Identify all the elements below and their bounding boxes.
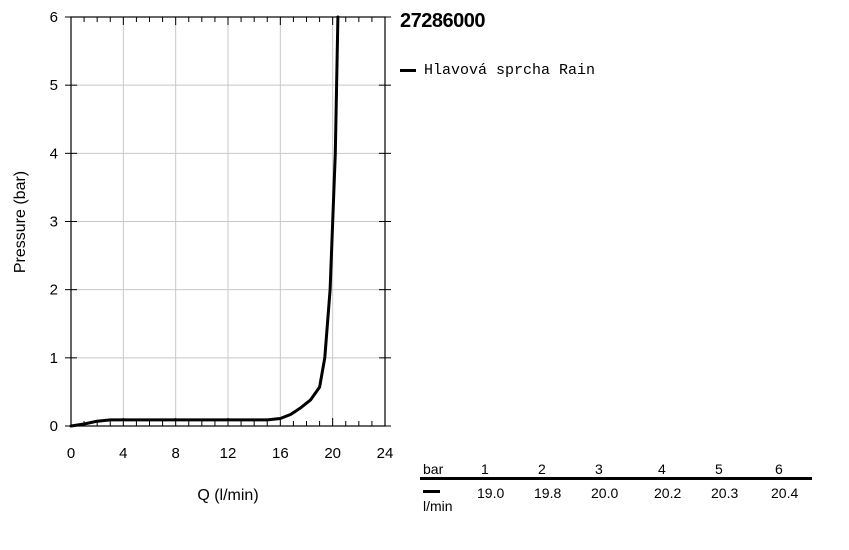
pressure-cell: 3	[595, 461, 603, 477]
x-tick-label: 0	[67, 445, 75, 462]
pressure-cell: 4	[658, 461, 666, 477]
x-tick-label: 20	[324, 445, 341, 462]
flow-unit-label: l/min	[423, 498, 453, 514]
pressure-cell: 2	[538, 461, 546, 477]
y-tick-label: 4	[50, 145, 58, 162]
y-tick-label: 0	[50, 418, 58, 435]
flow-cell: 19.8	[534, 485, 562, 501]
y-axis-title: Pressure (bar)	[12, 171, 29, 273]
pressure-cell: 1	[481, 461, 489, 477]
pressure-unit-label: bar	[423, 461, 444, 477]
y-tick-label: 3	[50, 214, 58, 231]
flow-cell: 20.4	[771, 485, 799, 501]
series-layer	[69, 15, 340, 428]
x-tick-label: 12	[220, 445, 237, 462]
x-tick-label: 8	[171, 445, 179, 462]
table-divider	[420, 477, 812, 480]
flow-cell: 20.3	[711, 485, 739, 501]
flow-cell: 20.0	[591, 485, 619, 501]
legend-label: Hlavová sprcha Rain	[424, 62, 596, 79]
y-tick-label: 6	[50, 9, 58, 26]
pressure-cell: 5	[715, 461, 723, 477]
y-tick-label: 5	[50, 77, 58, 94]
legend: Hlavová sprcha Rain	[400, 62, 595, 79]
x-tick-label: 24	[377, 445, 394, 462]
y-tick-label: 2	[50, 282, 58, 299]
table-series-swatch	[423, 490, 440, 493]
flow-cell: 20.2	[654, 485, 682, 501]
pressure-cell: 6	[775, 461, 783, 477]
x-axis-title: Q (l/min)	[197, 487, 258, 504]
legend-line-swatch	[400, 69, 416, 72]
flow-table: bar l/min 1 19.0 2 19.8 3 20.0 4 20.2 5 20.3 6 20.4	[420, 458, 812, 518]
flow-cell: 19.0	[477, 485, 505, 501]
plot-frame	[70, 16, 386, 427]
y-tick-label: 1	[50, 350, 58, 367]
chart-title: 27286000	[400, 10, 485, 32]
series-line	[69, 15, 340, 428]
x-tick-label: 16	[272, 445, 289, 462]
x-tick-label: 4	[119, 445, 127, 462]
